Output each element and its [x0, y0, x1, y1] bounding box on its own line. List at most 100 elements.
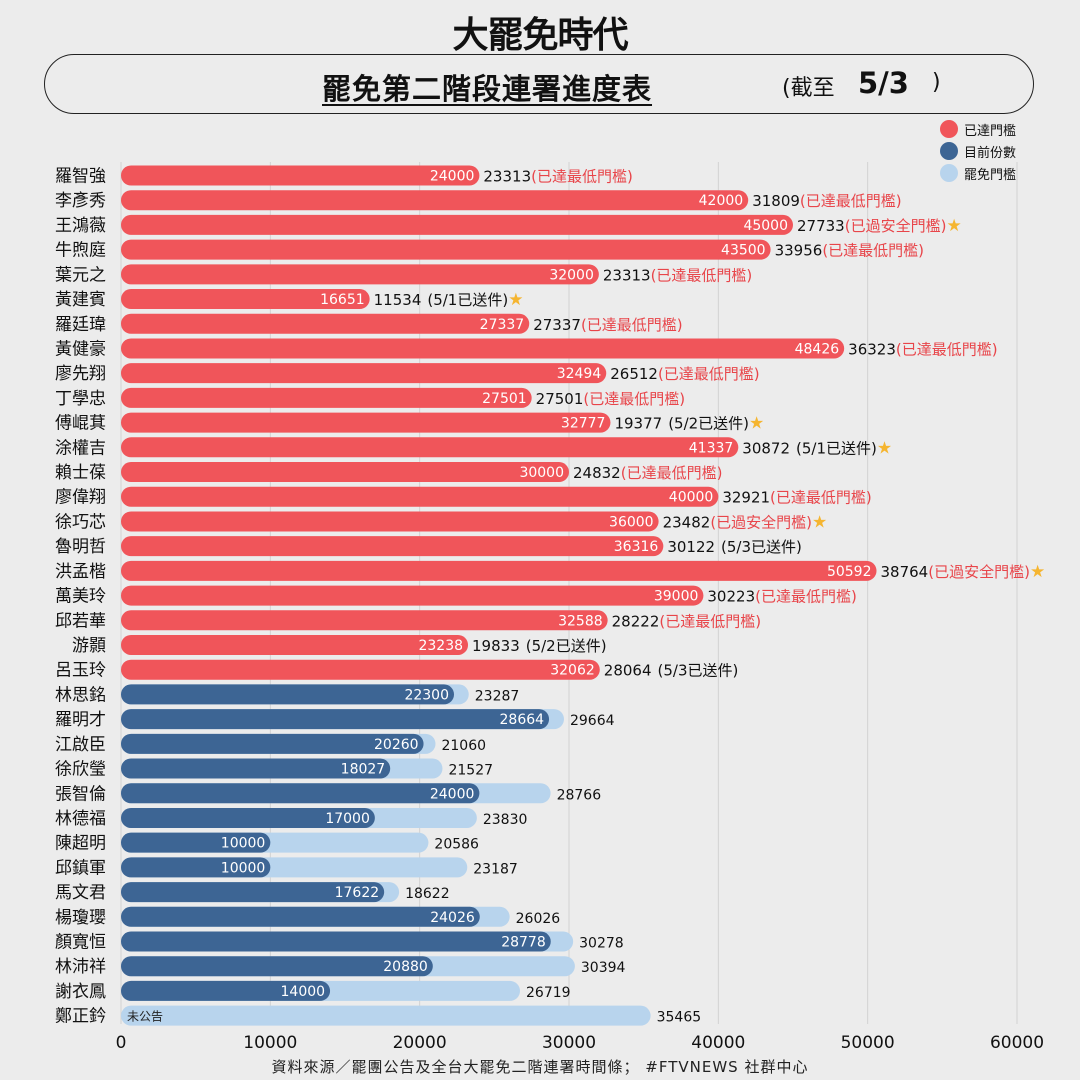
bar-value-label: 14000 [281, 984, 326, 1000]
row-name-label: 羅智強 [55, 167, 106, 187]
row-name-label: 張智倫 [55, 784, 106, 804]
threshold-value-label: 28766 [557, 787, 602, 803]
x-tick-label: 20000 [393, 1033, 447, 1053]
threshold-value-label: 20586 [434, 837, 479, 853]
bar-current [121, 511, 659, 532]
bar-value-label: 22300 [404, 687, 449, 703]
threshold-number: 27337 [533, 316, 581, 334]
bar-value-label: 10000 [221, 836, 266, 852]
legend-swatch-current [940, 142, 958, 160]
bar-value-label: 43500 [721, 243, 766, 259]
bar-value-label: 28778 [501, 935, 546, 951]
bar-value-label: 45000 [743, 218, 788, 234]
bar-value-label: 32777 [561, 416, 606, 432]
bar-value-label: 10000 [221, 860, 266, 876]
threshold-value-label: 30122 (5/3已送件) [667, 538, 802, 556]
status-note: (已達最低門檻) [896, 340, 998, 358]
threshold-value-label: 28064 (5/3已送件) [604, 662, 739, 680]
row-name-label: 楊瓊瓔 [55, 908, 106, 928]
bar-current [121, 758, 391, 779]
bar-current [121, 190, 749, 211]
bar-value-label: 32062 [550, 663, 595, 679]
row-name-label: 洪孟楷 [55, 562, 106, 582]
row-name-label: 黃建賓 [55, 290, 106, 310]
threshold-number: 31809 [752, 192, 800, 210]
status-note: (已達最低門檻) [581, 316, 683, 334]
bar-current [121, 733, 424, 754]
bar-current [121, 931, 551, 952]
bar-current [121, 437, 739, 458]
bar-current [121, 486, 719, 507]
row-name-label: 邱若華 [55, 611, 106, 631]
legend-label-current: 目前份數 [964, 145, 1017, 161]
x-tick-label: 60000 [990, 1033, 1044, 1053]
bar-value-label: 30000 [519, 465, 564, 481]
threshold-value-label: 21060 [441, 738, 486, 754]
row-name-label: 李彥秀 [55, 191, 106, 211]
bar-current [121, 363, 607, 384]
threshold-value-label: 27501(已達最低門檻) [536, 390, 685, 408]
bar-value-label: 36000 [609, 514, 654, 530]
bar-value-label: 24000 [430, 786, 475, 802]
status-note: (已達最低門檻) [800, 192, 902, 210]
row-name-label: 黃健豪 [55, 338, 106, 359]
star-icon: ★ [1030, 562, 1045, 582]
threshold-value-label: 36323(已達最低門檻) [848, 340, 997, 358]
bar-current [121, 289, 370, 310]
row-name-label: 謝衣鳳 [55, 982, 106, 1002]
row-name-label: 鄭正鈐 [55, 1007, 106, 1027]
bar-value-label: 27501 [482, 391, 527, 407]
bar-current [121, 807, 375, 828]
bar-threshold [121, 1005, 651, 1026]
threshold-value-label: 38764(已過安全門檻)★ [881, 562, 1046, 582]
threshold-value-label: 29664 [570, 713, 615, 729]
threshold-number: 33956 [775, 242, 823, 260]
bar-value-label: 50592 [827, 564, 872, 580]
x-tick-label: 10000 [243, 1033, 297, 1053]
threshold-number: 38764 [881, 563, 929, 581]
status-note: (已達最低門檻) [822, 242, 924, 260]
threshold-value-label: 24832(已達最低門檻) [573, 464, 722, 482]
bar-current [121, 980, 331, 1001]
legend-swatch-threshold [940, 164, 958, 182]
row-name-label: 羅明才 [55, 710, 106, 730]
bar-current [121, 165, 480, 186]
bar-value-label: 28664 [500, 712, 545, 728]
bar-current [121, 882, 385, 903]
bar-current [121, 659, 600, 680]
legend-label-threshold: 罷免門檻 [964, 167, 1017, 183]
row-name-label: 羅廷瑋 [55, 315, 106, 335]
bar-current [121, 264, 599, 285]
threshold-value-label: 26026 [516, 911, 561, 927]
bar-current [121, 387, 532, 408]
threshold-number: 30122 [667, 538, 715, 556]
status-note: (5/2已送件) [668, 415, 749, 433]
threshold-value-label: 30223(已達最低門檻) [707, 588, 856, 606]
row-name-label: 呂玉玲 [55, 661, 106, 681]
threshold-value-label: 35465 [657, 1010, 702, 1026]
bar-value-label: 20260 [374, 737, 419, 753]
bar-current [121, 585, 704, 606]
bar-value-label: 24000 [430, 169, 475, 185]
threshold-number: 27501 [536, 390, 584, 408]
threshold-value-label: 23287 [475, 688, 520, 704]
row-name-label: 王鴻薇 [55, 216, 106, 236]
star-icon: ★ [877, 438, 892, 458]
threshold-number: 26512 [610, 365, 658, 383]
row-name-label: 牛煦庭 [55, 241, 106, 261]
threshold-value-label: 19377 (5/2已送件)★ [614, 414, 764, 434]
row-name-label: 邱鎮軍 [55, 858, 106, 878]
threshold-value-label: 19833 (5/2已送件) [472, 637, 607, 655]
status-note: (已達最低門檻) [770, 489, 872, 507]
status-note: (已過安全門檻) [710, 513, 812, 531]
status-note: (已達最低門檻) [531, 168, 633, 186]
threshold-value-label: 33956(已達最低門檻) [775, 242, 924, 260]
threshold-number: 28064 [604, 662, 652, 680]
row-name-label: 涂權吉 [55, 438, 106, 458]
threshold-value-label: 18622 [405, 886, 450, 902]
status-note: (5/2已送件) [526, 637, 607, 655]
threshold-number: 11534 [374, 291, 422, 309]
bar-current [121, 214, 793, 235]
bar-current [121, 313, 530, 334]
